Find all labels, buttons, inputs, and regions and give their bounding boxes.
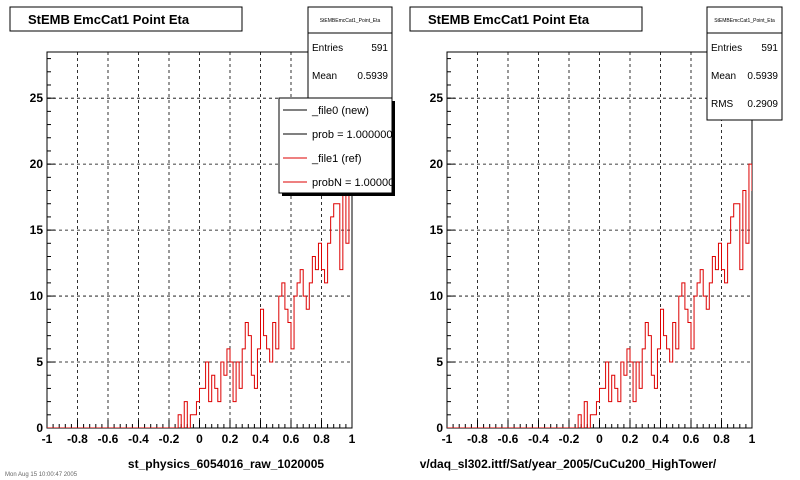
stats-label: RMS xyxy=(711,99,734,110)
x-tick-label: 0.2 xyxy=(222,432,239,446)
title-box xyxy=(409,6,643,32)
x-tick-label: 0.6 xyxy=(283,432,300,446)
y-tick-label: 0 xyxy=(36,421,43,435)
x-tick-label: -1 xyxy=(442,432,453,446)
stats-label: Entries xyxy=(711,43,742,54)
histogram-series xyxy=(47,163,352,428)
title-box xyxy=(9,6,243,32)
y-tick-label: 15 xyxy=(30,223,44,237)
x-tick-label: -0.2 xyxy=(159,432,180,446)
left-panel: -1 -0.8 -0.6 -0.4 -0.2 0 0.2 0.4 0.6 0.8 105101520… xyxy=(9,6,400,471)
y-tick-label: 25 xyxy=(30,91,44,105)
chart-title: StEMB EmcCat1 Point Eta xyxy=(28,12,190,27)
histogram-series xyxy=(447,163,752,428)
x-tick-label: -0.2 xyxy=(559,432,580,446)
x-tick-label: 0.4 xyxy=(652,432,669,446)
legend-label: probN = 1.000000 xyxy=(312,177,400,189)
y-tick-label: 20 xyxy=(430,157,444,171)
legend-label: prob = 1.000000 xyxy=(312,129,392,141)
x-tick-label: -0.6 xyxy=(498,432,519,446)
stats-value: 0.5939 xyxy=(357,71,388,82)
x-tick-label: 1 xyxy=(349,432,356,446)
stats-name: StEMBEmcCat1_Point_Eta xyxy=(320,18,381,24)
stats-label: Mean xyxy=(312,71,337,82)
legend-label: _file0 (new) xyxy=(311,105,369,117)
x-tick-label: 0.2 xyxy=(622,432,639,446)
y-tick-label: 10 xyxy=(430,289,444,303)
stats-label: Mean xyxy=(711,71,736,82)
stats-box xyxy=(307,6,393,111)
x-tick-label: 1 xyxy=(749,432,756,446)
x-tick-label: 0 xyxy=(596,432,603,446)
x-tick-label: -0.6 xyxy=(98,432,119,446)
x-axis-label: v/daq_sl302.ittf/Sat/year_2005/CuCu200_H… xyxy=(420,457,717,471)
stats-value: 591 xyxy=(371,43,388,54)
legend-label: _file1 (ref) xyxy=(311,153,362,165)
y-tick-label: 15 xyxy=(430,223,444,237)
chart-title: StEMB EmcCat1 Point Eta xyxy=(428,12,590,27)
x-tick-label: -0.4 xyxy=(528,432,549,446)
stats-value: 0.5939 xyxy=(747,71,778,82)
legend-entries: _file0 (new) prob = 1.000000 _file1 (ref) p… xyxy=(283,105,400,189)
stats-value: 0.2909 xyxy=(747,99,778,110)
x-tick-label: 0.8 xyxy=(313,432,330,446)
stats-value: 591 xyxy=(761,43,778,54)
x-tick-label: 0.8 xyxy=(713,432,730,446)
y-tick-label: 10 xyxy=(30,289,44,303)
x-tick-label: -1 xyxy=(42,432,53,446)
y-tick-label: 5 xyxy=(36,355,43,369)
x-tick-label: 0 xyxy=(196,432,203,446)
stats-box xyxy=(706,6,783,121)
legend-box xyxy=(278,97,393,194)
y-tick-label: 0 xyxy=(436,421,443,435)
x-tick-label: -0.8 xyxy=(467,432,488,446)
x-tick-label: 0.4 xyxy=(252,432,269,446)
y-tick-label: 25 xyxy=(430,91,444,105)
right-panel: -1 -0.8 -0.6 -0.4 -0.2 0 0.2 0.4 0.6 0.8 105101520… xyxy=(409,6,783,471)
stats-name: StEMBEmcCat1_Point_Eta xyxy=(714,18,775,24)
x-tick-label: 0.6 xyxy=(683,432,700,446)
y-tick-label: 20 xyxy=(30,157,44,171)
x-tick-label: -0.4 xyxy=(128,432,149,446)
y-tick-label: 5 xyxy=(436,355,443,369)
stats-label: Entries xyxy=(312,43,343,54)
x-tick-label: -0.8 xyxy=(67,432,88,446)
x-axis-label: st_physics_6054016_raw_1020005 xyxy=(128,457,324,471)
footer-date: Mon Aug 15 10:00:47 2005 xyxy=(5,472,78,478)
